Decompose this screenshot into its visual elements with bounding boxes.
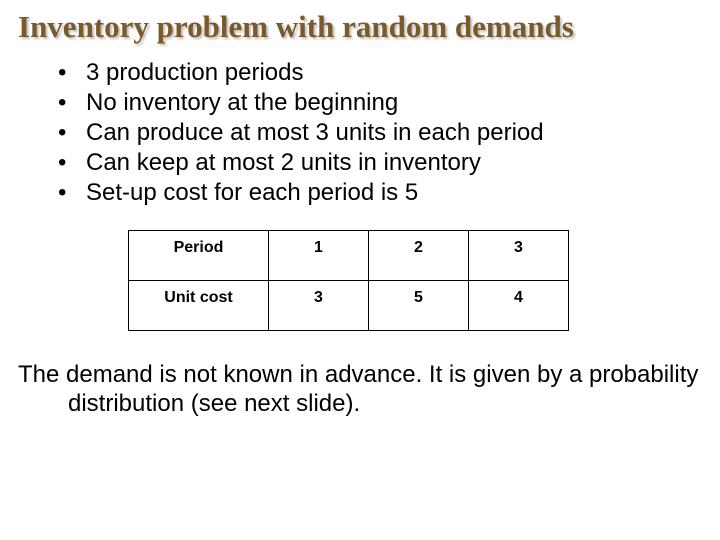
bullet-dot-icon: • bbox=[58, 58, 86, 88]
bullet-item: • Can keep at most 2 units in inventory bbox=[58, 148, 702, 178]
bullet-text: No inventory at the beginning bbox=[86, 88, 398, 118]
footer-text: The demand is not known in advance. It i… bbox=[18, 361, 702, 419]
bullet-dot-icon: • bbox=[58, 118, 86, 148]
table-row: Unit cost 3 5 4 bbox=[129, 281, 569, 331]
table-header-cell: Period bbox=[129, 231, 269, 281]
table-cell: 3 bbox=[269, 281, 369, 331]
bullet-item: • No inventory at the beginning bbox=[58, 88, 702, 118]
bullet-dot-icon: • bbox=[58, 148, 86, 178]
table-header-cell: 3 bbox=[469, 231, 569, 281]
bullet-item: • Set-up cost for each period is 5 bbox=[58, 178, 702, 208]
slide: Inventory problem with random demands • … bbox=[0, 0, 720, 540]
bullet-text: Can produce at most 3 units in each peri… bbox=[86, 118, 544, 148]
table-cell: 4 bbox=[469, 281, 569, 331]
table-header-cell: 2 bbox=[369, 231, 469, 281]
bullet-text: Can keep at most 2 units in inventory bbox=[86, 148, 481, 178]
bullet-text: 3 production periods bbox=[86, 58, 303, 88]
bullet-dot-icon: • bbox=[58, 88, 86, 118]
bullet-item: • 3 production periods bbox=[58, 58, 702, 88]
bullet-item: • Can produce at most 3 units in each pe… bbox=[58, 118, 702, 148]
table-header-cell: 1 bbox=[269, 231, 369, 281]
slide-title: Inventory problem with random demands bbox=[18, 10, 702, 44]
table-cell: Unit cost bbox=[129, 281, 269, 331]
table-row: Period 1 2 3 bbox=[129, 231, 569, 281]
table-cell: 5 bbox=[369, 281, 469, 331]
bullet-text: Set-up cost for each period is 5 bbox=[86, 178, 418, 208]
bullet-list: • 3 production periods • No inventory at… bbox=[58, 58, 702, 208]
bullet-dot-icon: • bbox=[58, 178, 86, 208]
cost-table: Period 1 2 3 Unit cost 3 5 4 bbox=[128, 230, 569, 331]
